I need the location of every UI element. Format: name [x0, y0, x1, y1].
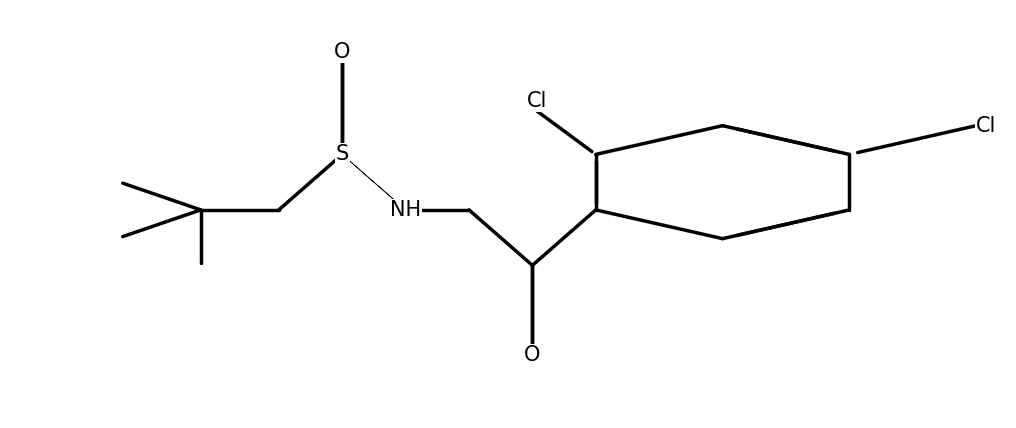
Text: NH: NH [390, 200, 422, 220]
Text: O: O [524, 345, 541, 366]
Text: S: S [335, 144, 348, 164]
Text: Cl: Cl [976, 116, 997, 136]
Polygon shape [342, 155, 405, 210]
Text: O: O [334, 42, 351, 62]
Text: Cl: Cl [527, 91, 548, 111]
